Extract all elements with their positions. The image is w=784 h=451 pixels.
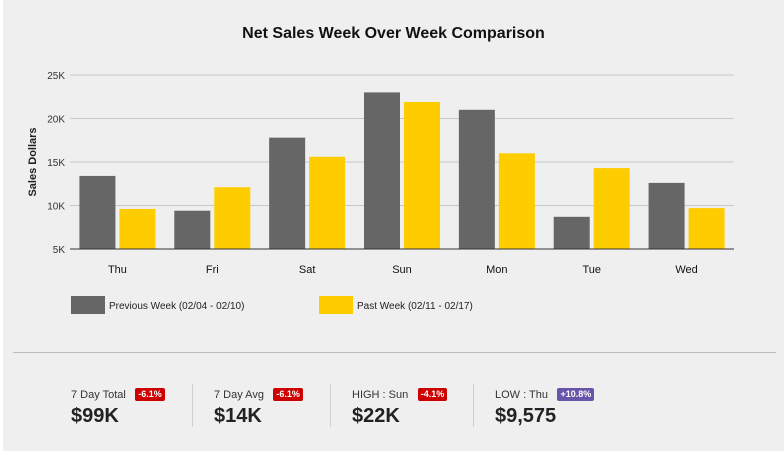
stat-high-label: HIGH : Sun bbox=[352, 388, 409, 401]
x-tick-label: Thu bbox=[108, 264, 127, 276]
stat-high: HIGH : Sun -4.1% $22K bbox=[352, 386, 448, 428]
bar-previous-week bbox=[364, 92, 400, 250]
stat-avg: 7 Day Avg -6.1% $14K bbox=[214, 386, 303, 428]
stat-low: LOW : Thu +10.8% $9,575 bbox=[495, 386, 595, 428]
legend-swatch bbox=[319, 296, 353, 314]
stat-total-label: 7 Day Total bbox=[71, 388, 126, 401]
stat-low-value: $9,575 bbox=[495, 405, 557, 427]
bar-past-week bbox=[309, 156, 346, 249]
bar-past-week bbox=[119, 208, 156, 249]
y-axis-label: Sales Dollars bbox=[27, 127, 39, 196]
bar-previous-week bbox=[174, 210, 211, 249]
stat-total-value: $99K bbox=[71, 405, 119, 427]
stat-separator bbox=[473, 384, 474, 427]
chart-title: Net Sales Week Over Week Comparison bbox=[242, 25, 545, 42]
legend-swatch bbox=[71, 296, 105, 314]
x-tick-label: Mon bbox=[486, 264, 507, 276]
chart-panel: Net Sales Week Over Week Comparison 5K 10… bbox=[3, 0, 784, 451]
y-tick-label: 5K bbox=[53, 245, 66, 256]
y-tick-label: 20K bbox=[47, 115, 65, 126]
x-tick-label: Sun bbox=[392, 264, 412, 276]
legend-label: Past Week (02/11 - 02/17) bbox=[357, 301, 473, 312]
stat-low-badge: +10.8% bbox=[557, 388, 595, 402]
stat-avg-badge: -6.1% bbox=[273, 388, 303, 402]
y-tick-label: 25K bbox=[47, 71, 65, 82]
stat-avg-label: 7 Day Avg bbox=[214, 388, 264, 401]
legend-label: Previous Week (02/04 - 02/10) bbox=[109, 301, 244, 312]
x-tick-label: Sat bbox=[299, 264, 316, 276]
stat-low-label: LOW : Thu bbox=[495, 388, 548, 401]
stat-total-badge: -6.1% bbox=[135, 388, 165, 402]
bar-chart: 5K 10K 15K 20K 25K Sales Dollars Thu Fri Sat Sun M… bbox=[27, 71, 734, 314]
bar-previous-week bbox=[553, 216, 590, 249]
bar-previous-week bbox=[79, 175, 116, 249]
bar-previous-week bbox=[458, 109, 495, 249]
bar-past-week bbox=[498, 153, 535, 249]
y-tick-label: 10K bbox=[47, 202, 65, 213]
bar-previous-week bbox=[269, 137, 306, 249]
bar-past-week bbox=[404, 101, 440, 249]
stat-separator bbox=[192, 384, 193, 427]
section-divider bbox=[13, 352, 776, 353]
y-tick-label: 15K bbox=[47, 158, 65, 169]
stat-avg-value: $14K bbox=[214, 405, 262, 427]
bar-past-week bbox=[593, 168, 630, 249]
bar-previous-week bbox=[648, 182, 685, 249]
x-tick-label: Wed bbox=[675, 264, 697, 276]
stat-high-value: $22K bbox=[352, 405, 400, 427]
bar-past-week bbox=[688, 208, 725, 249]
stat-high-badge: -4.1% bbox=[417, 388, 448, 402]
stat-total: 7 Day Total -6.1% $99K bbox=[71, 386, 165, 428]
x-tick-label: Tue bbox=[582, 264, 601, 276]
bar-past-week bbox=[214, 187, 251, 249]
stat-separator bbox=[330, 384, 331, 427]
x-tick-label: Fri bbox=[206, 264, 219, 276]
